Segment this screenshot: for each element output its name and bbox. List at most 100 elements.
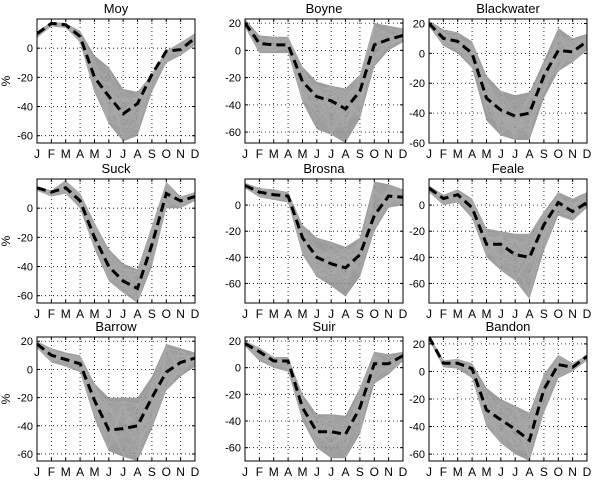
ensemble-line	[429, 25, 587, 106]
x-tick-label: J	[106, 307, 112, 321]
x-tick-label: J	[106, 147, 112, 161]
ensemble-line	[429, 185, 587, 282]
x-tick-label: D	[583, 147, 592, 161]
ensemble-line	[37, 341, 195, 434]
ensemble-line	[37, 21, 195, 120]
ensemble-line	[245, 26, 403, 130]
axes-box	[428, 18, 588, 144]
x-tick-label: F	[256, 465, 263, 479]
ensemble-line	[245, 182, 403, 282]
x-tick-label: J	[120, 307, 126, 321]
y-tick-label: -40	[17, 262, 33, 274]
x-tick-label: M	[89, 307, 99, 321]
x-tick-label: M	[453, 465, 463, 479]
x-tick-label: A	[342, 147, 350, 161]
y-tick-label: -40	[225, 416, 241, 428]
x-tick-label: J	[426, 307, 432, 321]
ensemble-line	[245, 19, 403, 136]
x-tick-label: O	[162, 465, 171, 479]
y-tick-label: 0	[27, 203, 33, 215]
ensemble-line	[37, 184, 195, 299]
y-tick-label: 0	[419, 200, 425, 212]
x-tick-label: A	[526, 307, 534, 321]
ensemble-line	[37, 341, 195, 455]
ensemble-band	[37, 341, 195, 461]
x-tick-label: N	[568, 147, 577, 161]
y-tick-label: -40	[225, 100, 241, 112]
x-tick-label: J	[242, 147, 248, 161]
median-line	[429, 22, 587, 118]
ensemble-line	[429, 337, 587, 450]
ensemble-band	[245, 19, 403, 143]
subplot-title: Feale	[492, 161, 525, 176]
axes-box	[36, 336, 196, 462]
y-tick-label: -20	[225, 226, 241, 238]
x-tick-label: J	[328, 465, 334, 479]
median-line	[429, 337, 587, 443]
x-tick-label: A	[468, 307, 476, 321]
x-tick-label: A	[526, 147, 534, 161]
y-tick-label: 20	[229, 336, 241, 348]
x-tick-label: J	[106, 465, 112, 479]
data-layer	[37, 21, 195, 142]
y-axis-label: %	[0, 393, 13, 404]
y-tick-label: 0	[419, 366, 425, 378]
subplot-title: Moy	[104, 1, 129, 16]
x-tick-label: N	[384, 465, 393, 479]
subplot-title: Blackwater	[476, 1, 540, 16]
y-tick-label: 20	[413, 339, 425, 351]
x-tick-label: O	[554, 147, 563, 161]
ensemble-line	[429, 337, 587, 461]
x-tick-label: M	[297, 147, 307, 161]
x-tick-label: M	[61, 147, 71, 161]
y-axis-label: %	[0, 235, 13, 246]
x-tick-label: S	[148, 307, 156, 321]
x-tick-label: O	[370, 307, 379, 321]
y-tick-label: -60	[17, 131, 33, 143]
y-tick-label: -40	[17, 102, 33, 114]
y-tick-label: -40	[409, 108, 425, 120]
subplot-title: Suck	[102, 161, 131, 176]
data-layer	[429, 337, 587, 461]
x-tick-label: N	[568, 465, 577, 479]
x-tick-label: D	[399, 307, 408, 321]
x-tick-label: N	[568, 307, 577, 321]
data-layer	[245, 341, 403, 459]
x-tick-label: J	[426, 465, 432, 479]
y-tick-label: -60	[409, 449, 425, 461]
ensemble-line	[37, 345, 195, 447]
x-tick-label: J	[314, 307, 320, 321]
x-tick-label: J	[328, 307, 334, 321]
median-line	[37, 186, 195, 291]
x-tick-label: J	[512, 307, 518, 321]
x-tick-label: J	[242, 307, 248, 321]
ensemble-line	[245, 181, 403, 263]
x-tick-label: N	[384, 147, 393, 161]
ensemble-line	[245, 342, 403, 446]
x-tick-label: A	[342, 307, 350, 321]
y-tick-label: -20	[17, 72, 33, 84]
subplot-title: Brosna	[303, 161, 345, 176]
x-tick-label: M	[481, 465, 491, 479]
ensemble-line	[429, 23, 587, 109]
ticks	[244, 337, 404, 461]
ensemble-line	[429, 25, 587, 130]
y-tick-label: -60	[225, 127, 241, 139]
x-tick-label: J	[120, 465, 126, 479]
axes-box	[244, 178, 404, 304]
median-line	[37, 342, 195, 432]
y-tick-label: -60	[17, 291, 33, 303]
x-tick-label: M	[61, 307, 71, 321]
data-layer	[429, 20, 587, 141]
x-tick-label: J	[328, 147, 334, 161]
y-tick-label: -20	[225, 389, 241, 401]
ensemble-line	[245, 22, 403, 123]
x-tick-label: J	[512, 465, 518, 479]
x-tick-label: M	[453, 147, 463, 161]
x-tick-label: J	[314, 465, 320, 479]
x-tick-label: A	[284, 147, 292, 161]
